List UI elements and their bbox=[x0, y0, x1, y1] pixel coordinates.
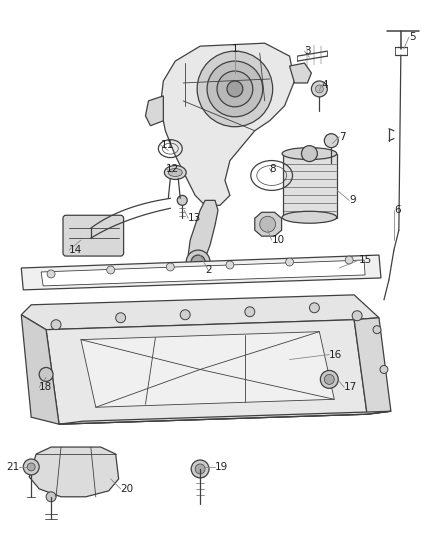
Polygon shape bbox=[290, 63, 311, 83]
Text: 1: 1 bbox=[232, 44, 238, 54]
Text: 16: 16 bbox=[329, 350, 343, 360]
Circle shape bbox=[380, 366, 388, 374]
Polygon shape bbox=[46, 320, 367, 424]
Polygon shape bbox=[255, 212, 282, 236]
Text: 4: 4 bbox=[321, 80, 328, 90]
Ellipse shape bbox=[282, 148, 337, 159]
Circle shape bbox=[324, 375, 334, 384]
Circle shape bbox=[191, 460, 209, 478]
Circle shape bbox=[177, 196, 187, 205]
Text: 11: 11 bbox=[160, 140, 173, 150]
Text: 9: 9 bbox=[349, 196, 356, 205]
Circle shape bbox=[23, 459, 39, 475]
Circle shape bbox=[107, 266, 115, 274]
Polygon shape bbox=[21, 295, 379, 330]
Circle shape bbox=[47, 270, 55, 278]
Polygon shape bbox=[354, 318, 391, 414]
Ellipse shape bbox=[164, 166, 186, 180]
Circle shape bbox=[352, 311, 362, 321]
Circle shape bbox=[27, 463, 35, 471]
Circle shape bbox=[191, 255, 205, 269]
Text: 20: 20 bbox=[120, 484, 134, 494]
Circle shape bbox=[207, 61, 263, 117]
Circle shape bbox=[227, 81, 243, 97]
Text: 17: 17 bbox=[344, 382, 357, 392]
Circle shape bbox=[46, 492, 56, 502]
FancyBboxPatch shape bbox=[63, 215, 124, 256]
Circle shape bbox=[286, 258, 293, 266]
Text: 7: 7 bbox=[339, 132, 346, 142]
Ellipse shape bbox=[282, 211, 337, 223]
Polygon shape bbox=[188, 200, 218, 260]
Circle shape bbox=[245, 307, 255, 317]
Circle shape bbox=[309, 303, 319, 313]
Circle shape bbox=[320, 370, 338, 389]
Circle shape bbox=[324, 134, 338, 148]
Bar bbox=[283, 154, 337, 218]
Circle shape bbox=[260, 216, 276, 232]
Text: 13: 13 bbox=[188, 213, 201, 223]
Circle shape bbox=[166, 263, 174, 271]
Polygon shape bbox=[21, 315, 59, 424]
Polygon shape bbox=[29, 447, 119, 497]
Text: 3: 3 bbox=[304, 46, 311, 56]
Polygon shape bbox=[21, 255, 381, 290]
Polygon shape bbox=[160, 43, 294, 205]
Text: 19: 19 bbox=[215, 462, 228, 472]
Polygon shape bbox=[59, 411, 391, 424]
Circle shape bbox=[195, 464, 205, 474]
Text: 15: 15 bbox=[359, 255, 372, 265]
Text: 5: 5 bbox=[409, 32, 415, 42]
Circle shape bbox=[51, 320, 61, 330]
Circle shape bbox=[301, 146, 318, 161]
Text: 12: 12 bbox=[165, 164, 179, 174]
Circle shape bbox=[217, 71, 253, 107]
Polygon shape bbox=[81, 332, 334, 407]
Text: 8: 8 bbox=[270, 164, 276, 174]
Polygon shape bbox=[145, 96, 163, 126]
Circle shape bbox=[186, 250, 210, 274]
Text: 10: 10 bbox=[272, 235, 285, 245]
Polygon shape bbox=[41, 260, 365, 286]
Circle shape bbox=[315, 85, 323, 93]
Text: 2: 2 bbox=[205, 265, 212, 275]
Circle shape bbox=[39, 367, 53, 382]
Text: 14: 14 bbox=[69, 245, 82, 255]
Text: 21: 21 bbox=[6, 462, 19, 472]
Circle shape bbox=[116, 313, 126, 322]
Text: 6: 6 bbox=[394, 205, 400, 215]
Circle shape bbox=[180, 310, 190, 320]
Circle shape bbox=[345, 256, 353, 264]
Ellipse shape bbox=[168, 168, 182, 176]
Circle shape bbox=[373, 326, 381, 334]
Circle shape bbox=[197, 51, 273, 127]
Text: 18: 18 bbox=[39, 382, 53, 392]
Circle shape bbox=[311, 81, 327, 97]
Circle shape bbox=[226, 261, 234, 269]
